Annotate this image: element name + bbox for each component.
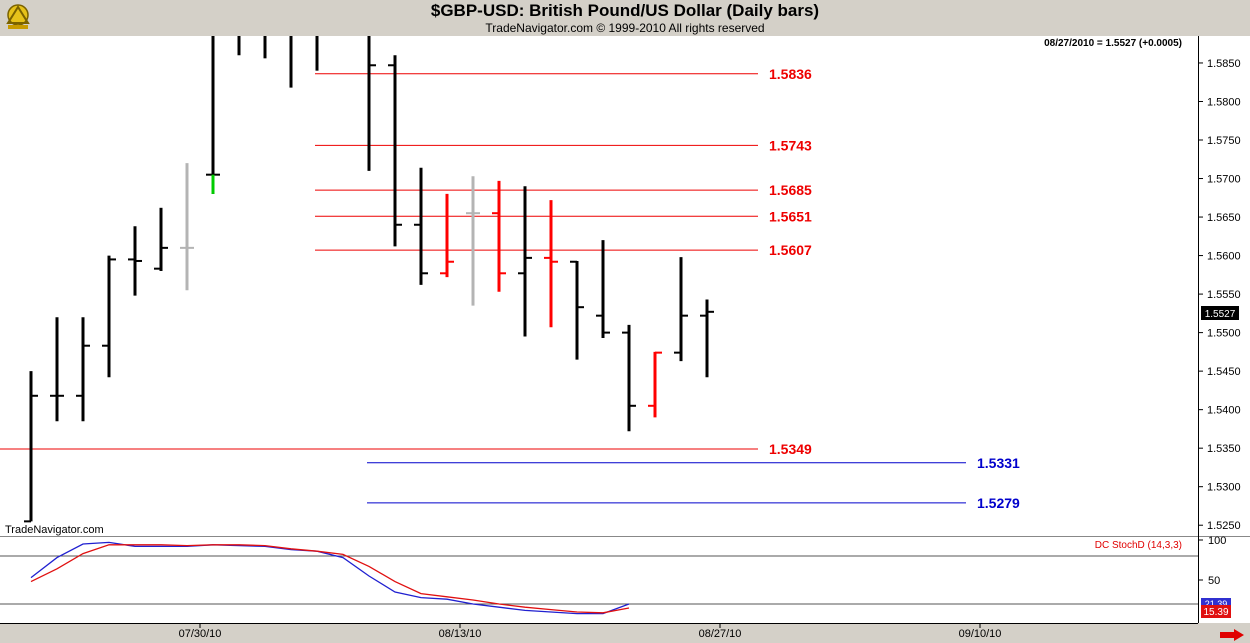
watermark-text: TradeNavigator.com [5,524,104,536]
price-tick-label: 1.5550 [1207,289,1241,301]
ohlc-bars [24,36,714,523]
price-tick-label: 1.5850 [1207,58,1241,70]
level-lines: 1.5836 1.5743 1.5685 1.5651 1.5607 1.5349 1.53… [0,66,1020,511]
chart-header: $GBP-USD: British Pound/US Dollar (Daily… [0,0,1250,36]
level-label: 1.5331 [977,455,1020,471]
price-tick-label: 1.5400 [1207,405,1241,417]
stoch-d-value: 15.39 [1203,607,1228,618]
stoch-tick-label: 100 [1208,535,1226,547]
level-label: 1.5349 [769,441,812,457]
price-axis-ticks: 1.5850 1.5800 1.5750 1.5700 1.5650 1.5600 1.55… [1198,58,1241,532]
trade-navigator-logo-icon [6,4,30,29]
price-tick-label: 1.5250 [1207,520,1241,532]
time-tick-label: 08/27/10 [699,628,742,640]
price-tick-label: 1.5650 [1207,212,1241,224]
price-axis [1198,36,1250,623]
time-tick-label: 07/30/10 [179,628,222,640]
price-tick-label: 1.5800 [1207,96,1241,108]
time-axis-ticks: 07/30/10 08/13/10 08/27/10 09/10/10 [179,623,1002,640]
copyright-text: TradeNavigator.com © 1999-2010 All right… [485,21,765,35]
time-axis [0,623,1250,643]
time-tick-label: 09/10/10 [959,628,1002,640]
level-label: 1.5607 [769,242,812,258]
chart-title: $GBP-USD: British Pound/US Dollar (Daily… [430,1,820,20]
price-plot-area[interactable] [0,36,1198,536]
last-price-label: 1.5527 [1205,309,1236,320]
last-price-badge [1201,306,1239,320]
level-label: 1.5685 [769,182,812,198]
level-label: 1.5279 [977,495,1020,511]
stoch-k-value: 21.39 [1205,599,1228,609]
time-tick-label: 08/13/10 [439,628,482,640]
stoch-plot-area[interactable] [0,537,1198,623]
stochastic-lines: 100 50 [0,535,1226,615]
stoch-k-badge [1201,598,1231,609]
last-quote-text: 08/27/2010 = 1.5527 (+0.0005) [1044,38,1182,49]
price-tick-label: 1.5450 [1207,366,1241,378]
price-tick-label: 1.5750 [1207,135,1241,147]
stoch-series-line [30,544,630,614]
price-tick-label: 1.5600 [1207,251,1241,263]
price-tick-label: 1.5300 [1207,482,1241,494]
level-label: 1.5651 [769,208,812,224]
stoch-d-badge [1201,605,1231,618]
stoch-series-line [30,541,630,615]
price-tick-label: 1.5500 [1207,328,1241,340]
level-label: 1.5743 [769,137,812,153]
level-label: 1.5836 [769,66,812,82]
scroll-right-arrow-icon[interactable] [1220,629,1244,641]
stoch-indicator-name: DC StochD (14,3,3) [1095,540,1182,551]
stoch-tick-label: 50 [1208,575,1220,587]
price-tick-label: 1.5350 [1207,443,1241,455]
price-tick-label: 1.5700 [1207,174,1241,186]
